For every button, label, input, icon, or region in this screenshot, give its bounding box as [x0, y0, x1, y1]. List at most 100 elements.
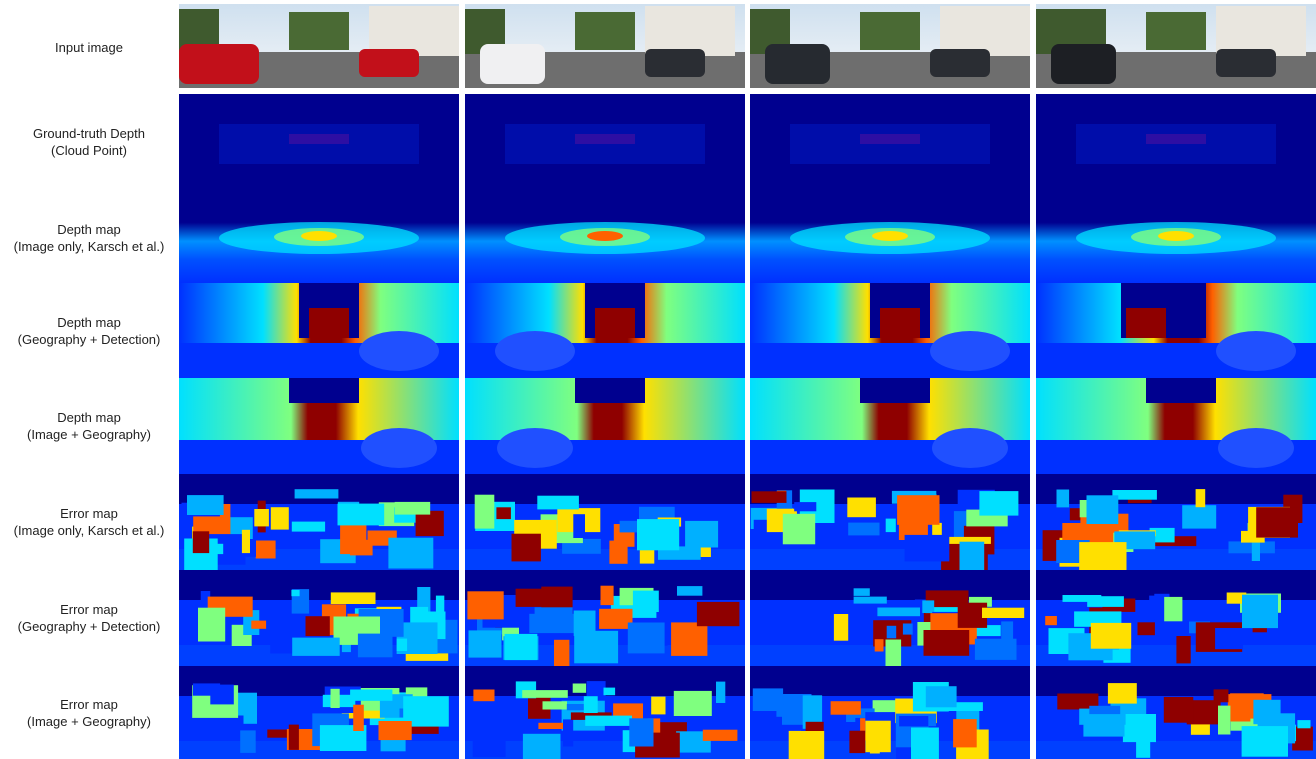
error-patch: [417, 587, 431, 613]
error-patch: [1176, 636, 1191, 664]
depth-blob: [1158, 231, 1194, 241]
depth-building: [1126, 308, 1166, 338]
error-patch: [671, 622, 708, 656]
error-patch: [353, 704, 364, 731]
panel-image: [1036, 4, 1316, 88]
depth-blob: [872, 231, 908, 241]
car: [480, 44, 545, 84]
error-patch: [677, 586, 703, 596]
error-patch: [198, 607, 226, 642]
row-label-text: Ground-truth Depth: [32, 126, 145, 141]
panel-gt: [1036, 94, 1316, 190]
error-patch: [537, 495, 579, 510]
row-label-subtext: (Image + Geography): [27, 427, 151, 442]
error-patch: [619, 520, 646, 533]
car: [179, 44, 259, 84]
panel-depth-karsch: [465, 190, 745, 283]
error-patch: [1086, 495, 1119, 524]
panel-image: [750, 666, 1030, 759]
error-patch: [1213, 689, 1229, 703]
row-label-input: Input image: [0, 4, 178, 90]
error-patch: [337, 503, 385, 526]
car: [645, 49, 705, 77]
error-patch: [1153, 536, 1197, 547]
panel-image: [1036, 474, 1316, 570]
panel-input: [1036, 4, 1316, 88]
error-patch: [1056, 489, 1070, 508]
error-patch: [676, 731, 711, 753]
error-patch: [207, 715, 244, 727]
error-patch: [874, 639, 884, 652]
panel-input: [179, 4, 459, 88]
error-patch: [468, 630, 502, 658]
error-patch: [566, 704, 591, 711]
panel-image: [465, 570, 745, 666]
error-sky: [179, 570, 459, 600]
row-label-text: Depth map: [57, 410, 121, 425]
row-label-text: Depth map: [57, 315, 121, 330]
row-label-text: Error map: [60, 602, 118, 617]
error-patch: [782, 513, 816, 545]
panel-depth-karsch: [750, 190, 1030, 283]
result-column: [465, 0, 745, 759]
depth-building: [880, 308, 920, 338]
error-patch: [1107, 683, 1137, 704]
error-patch: [291, 521, 326, 532]
error-patch: [1253, 699, 1281, 725]
error-patch: [974, 638, 1017, 660]
depth-car: [930, 331, 1010, 371]
error-patch: [1001, 621, 1014, 640]
error-patch: [1228, 541, 1275, 554]
error-patch: [953, 719, 977, 748]
error-patch: [911, 727, 939, 759]
error-patch: [752, 688, 784, 711]
error-patch: [877, 607, 920, 617]
error-patch: [1089, 705, 1121, 715]
panel-input: [465, 4, 745, 88]
panel-gt: [750, 94, 1030, 190]
error-patch: [982, 607, 1025, 618]
panel-depth-geo-det: [1036, 283, 1316, 378]
car: [1216, 49, 1276, 77]
panel-image: [465, 94, 745, 190]
error-patch: [292, 637, 340, 656]
error-patch: [573, 514, 585, 538]
error-patch: [496, 507, 511, 520]
depth-car: [495, 331, 575, 371]
panel-image: [179, 283, 459, 378]
panel-image: [1036, 283, 1316, 378]
panel-image: [179, 474, 459, 570]
error-patch: [415, 510, 444, 537]
panel-image: [179, 94, 459, 190]
result-column: [1036, 0, 1316, 759]
panel-image: [179, 190, 459, 283]
error-patch: [388, 537, 434, 569]
panel-err-img-geo: [179, 666, 459, 759]
error-patch: [187, 495, 224, 515]
panel-image: [179, 4, 459, 88]
panel-depth-img-geo: [1036, 378, 1316, 474]
error-sky: [1036, 474, 1316, 504]
row-label-text: Depth map: [57, 222, 121, 237]
error-patch: [1087, 596, 1124, 607]
row-label-subtext: (Geography + Detection): [17, 332, 161, 347]
error-patch: [357, 633, 393, 658]
row-label-gt: Ground-truth Depth (Cloud Point): [0, 94, 178, 190]
error-patch: [768, 610, 778, 635]
row-label-text: Error map: [60, 696, 118, 712]
error-patch: [833, 614, 849, 641]
panel-image: [1036, 570, 1316, 666]
car: [765, 44, 830, 84]
error-patch: [1251, 528, 1260, 561]
panel-depth-karsch: [179, 190, 459, 283]
error-patch: [1292, 726, 1313, 751]
error-patch: [969, 596, 992, 607]
depth-car: [359, 331, 439, 371]
error-patch: [925, 607, 966, 614]
error-patch: [969, 625, 1001, 637]
error-patch: [255, 540, 276, 559]
error-sky: [465, 474, 745, 504]
error-patch: [1079, 542, 1127, 570]
error-patch: [696, 601, 740, 627]
error-patch: [716, 681, 726, 703]
